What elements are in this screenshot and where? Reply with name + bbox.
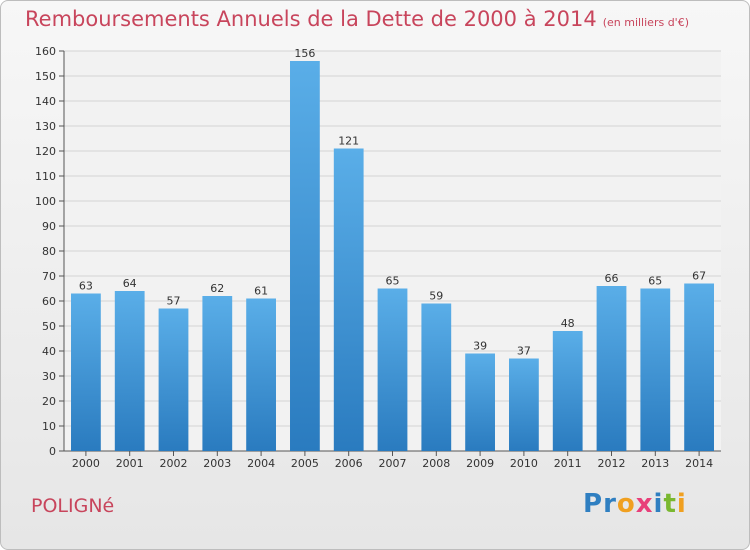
logo-letter: P [583,489,604,519]
x-tick-label: 2009 [466,457,494,470]
logo-letter: i [653,489,664,519]
y-tick-label: 120 [35,145,56,158]
y-tick-label: 130 [35,120,56,133]
y-tick-label: 100 [35,195,56,208]
x-tick-label: 2013 [641,457,669,470]
bar [684,283,714,451]
y-tick-label: 70 [42,270,56,283]
data-label: 37 [517,345,531,358]
data-label: 59 [429,290,443,303]
bar [640,288,671,451]
data-label: 66 [605,272,619,285]
x-tick-label: 2004 [247,457,275,470]
bar [552,331,583,451]
chart-title-text: Remboursements Annuels de la Dette de 20… [25,7,597,31]
data-label: 63 [79,280,93,293]
x-tick-label: 2008 [422,457,450,470]
logo-letter: i [676,489,687,519]
data-label: 62 [210,282,224,295]
bar [202,296,233,451]
x-tick-label: 2012 [598,457,626,470]
x-tick-label: 2003 [203,457,231,470]
y-tick-label: 20 [42,395,56,408]
data-labels: 63 64 57 62 61 156 121 65 59 39 37 48 66 65 67 [79,47,706,358]
data-label: 61 [254,285,268,298]
bar [114,291,145,451]
logo-letter: x [635,489,654,519]
y-tick-labels: 0 10 20 30 40 50 60 70 80 90 100 110 120 130 140 150 160 [35,45,56,458]
x-tick-label: 2006 [335,457,363,470]
town-name: POLIGNé [31,495,115,517]
y-tick-label: 150 [35,70,56,83]
bar [71,293,101,451]
x-tick-label: 2011 [554,457,582,470]
data-label: 57 [167,295,181,308]
bar [509,358,539,451]
data-label: 121 [338,135,359,148]
y-tick-label: 160 [35,45,56,58]
x-tick-label: 2000 [72,457,100,470]
proxiti-logo: Proxiti [583,489,687,519]
data-label: 48 [561,317,575,330]
x-tick-label: 2014 [685,457,713,470]
data-label: 65 [386,275,400,288]
y-tick-label: 40 [42,345,56,358]
logo-letter: t [663,489,677,519]
y-tick-label: 60 [42,295,56,308]
bars [71,61,714,451]
bar [290,61,320,451]
x-tick-label: 2010 [510,457,538,470]
y-tick-label: 0 [49,445,56,458]
data-label: 67 [692,270,706,283]
x-tick-label: 2005 [291,457,319,470]
data-label: 39 [473,340,487,353]
bar [596,286,627,451]
x-tick-label: 2007 [379,457,407,470]
y-tick-label: 90 [42,220,56,233]
y-tick-label: 80 [42,245,56,258]
y-tick-label: 30 [42,370,56,383]
chart-title: Remboursements Annuels de la Dette de 20… [25,7,689,31]
x-tick-label: 2001 [116,457,144,470]
x-tick-labels: 2000 2001 2002 2003 2004 2005 2006 2007 2008 2009… [72,457,713,470]
data-label: 65 [648,275,662,288]
data-label: 64 [123,277,137,290]
y-tick-label: 10 [42,420,56,433]
bar [421,303,452,451]
logo-letter: o [616,489,636,519]
data-label: 156 [294,47,315,60]
x-tick-label: 2002 [160,457,188,470]
bar [465,353,495,451]
bar [158,308,189,451]
y-tick-label: 110 [35,170,56,183]
chart-subtitle: (en milliers d'€) [602,16,689,29]
bar [377,288,408,451]
y-tick-label: 50 [42,320,56,333]
logo-letter: r [603,489,617,519]
y-tick-label: 140 [35,95,56,108]
bar [333,148,364,451]
bar [246,298,276,451]
